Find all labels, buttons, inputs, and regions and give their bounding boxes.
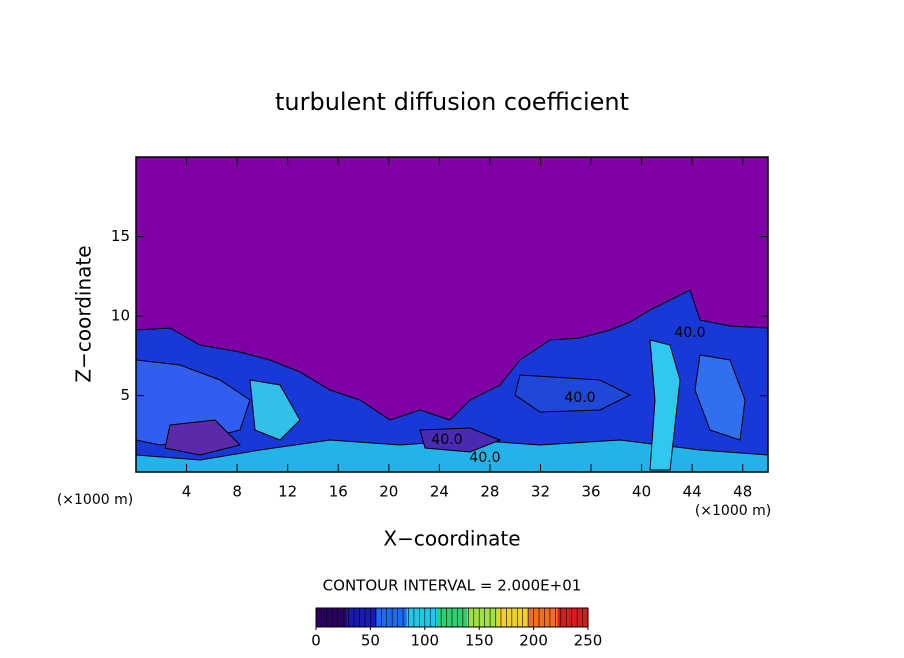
x-tick-label: 36	[581, 483, 600, 501]
colorbar-segment	[316, 608, 347, 627]
colorbar-segment	[376, 608, 408, 627]
x-tick-label: 32	[531, 483, 550, 501]
colorbar-tick-label: 100	[410, 632, 439, 650]
colorbar-segment	[406, 608, 438, 627]
x-tick-label: 44	[683, 483, 702, 501]
x-axis-title: X−coordinate	[383, 527, 520, 551]
colorbar-segment	[557, 608, 589, 627]
colorbar-segment	[497, 608, 529, 627]
colorbar-tick-label: 250	[574, 632, 603, 650]
y-tick-label: 10	[111, 307, 130, 325]
x-tick-label: 12	[278, 483, 297, 501]
colorbar-frame	[315, 607, 589, 628]
contour-label: 40.0	[564, 390, 595, 406]
contour-interval: CONTOUR INTERVAL = 2.000E+01	[323, 577, 582, 595]
y-tick-label: 15	[111, 227, 130, 245]
colorbar-tick-label: 150	[465, 632, 494, 650]
y-tick-label: 5	[120, 386, 130, 404]
x-tick-label: 20	[379, 483, 398, 501]
contour-label: 40.0	[431, 432, 462, 448]
colorbar-segment	[467, 608, 498, 627]
colorbar-segment	[346, 608, 377, 627]
colorbar-segment	[527, 608, 559, 627]
y-axis-title: Z−coordinate	[72, 245, 96, 382]
x-tick-label: 4	[182, 483, 192, 501]
x-tick-label: 48	[733, 483, 752, 501]
field	[136, 289, 768, 472]
contour-label: 40.0	[469, 450, 500, 466]
x-tick-label: 16	[329, 483, 348, 501]
plot-frame	[135, 156, 769, 473]
x-tick-label: 24	[430, 483, 449, 501]
colorbar-tick-label: 0	[311, 632, 321, 650]
x-tick-label: 28	[480, 483, 499, 501]
contour-label: 40.0	[674, 325, 705, 341]
x-tick-label: 8	[232, 483, 242, 501]
x-tick-label: 40	[632, 483, 651, 501]
unit-label: (×1000 m)	[57, 492, 133, 508]
colorbar-tick-label: 50	[361, 632, 380, 650]
chart-title: turbulent diffusion coefficient	[275, 88, 629, 116]
unit-label: (×1000 m)	[695, 503, 771, 519]
colorbar-tick-label: 200	[519, 632, 548, 650]
